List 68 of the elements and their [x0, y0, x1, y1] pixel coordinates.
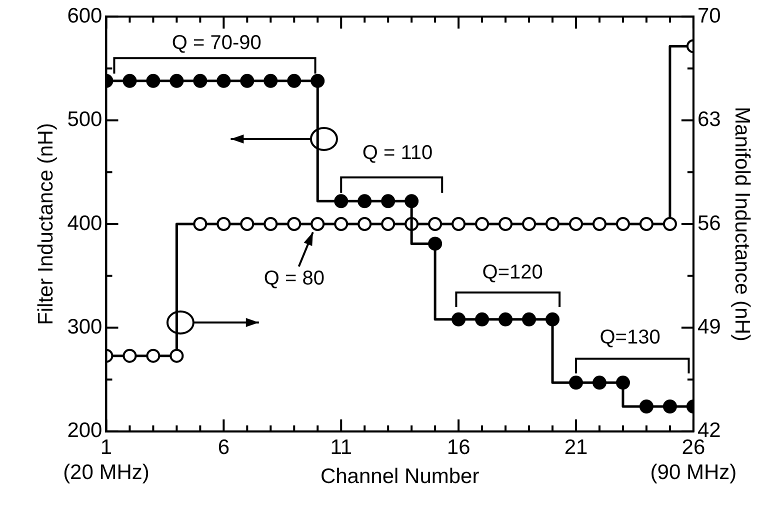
x-tick-label: 21: [564, 436, 588, 459]
x-tick-label: 11: [330, 436, 352, 459]
point: [546, 217, 560, 231]
point: [264, 217, 278, 231]
point: [592, 217, 606, 231]
y2-axis-title: Manifold Inductance (nH): [730, 106, 754, 342]
y-tick-label: 300: [67, 315, 102, 338]
point: [193, 217, 208, 231]
point: [240, 74, 254, 88]
point: [522, 217, 536, 231]
point: [569, 217, 583, 231]
point: [334, 194, 348, 208]
point: [498, 217, 513, 231]
point: [334, 217, 348, 231]
point: [452, 217, 466, 231]
annotation: Q=130: [600, 326, 660, 349]
annotation: Q=120: [482, 261, 543, 284]
point: [216, 217, 231, 231]
point: [475, 312, 490, 326]
point: [662, 217, 677, 231]
point: [216, 74, 231, 88]
point: [616, 217, 630, 231]
point: [193, 74, 208, 88]
point: [310, 74, 325, 88]
y-tick-label: 200: [67, 419, 102, 442]
x-axis-title: Channel Number: [320, 465, 480, 488]
point: [546, 312, 560, 326]
point: [381, 194, 396, 208]
point: [170, 348, 184, 363]
annotation: Q = 80: [264, 267, 324, 290]
point: [287, 217, 302, 231]
point: [310, 217, 325, 231]
point: [264, 74, 278, 88]
point: [240, 217, 254, 231]
x-tick-label: 6: [218, 436, 230, 459]
point: [122, 348, 137, 363]
point: [522, 312, 536, 326]
y-tick-label: 500: [67, 108, 102, 132]
annotation: Q = 110: [362, 142, 433, 164]
y-tick-label: 600: [67, 4, 102, 28]
point: [616, 376, 630, 390]
point: [639, 217, 654, 231]
point: [146, 74, 160, 88]
point: [404, 194, 419, 208]
point: [146, 348, 160, 363]
point: [428, 217, 442, 231]
y2-tick-label: 49: [697, 315, 721, 338]
y2-tick-label: 70: [697, 4, 721, 28]
y2-tick-label: 56: [697, 212, 721, 235]
point: [122, 74, 137, 88]
x-tick-label: 16: [446, 436, 470, 459]
point: [170, 74, 184, 88]
point: [381, 217, 396, 231]
point: [428, 236, 442, 251]
point: [358, 217, 372, 231]
point: [569, 376, 583, 390]
point: [358, 194, 372, 208]
y2-tick-label: 63: [697, 108, 721, 132]
y-tick-label: 400: [67, 212, 102, 235]
point: [287, 74, 302, 88]
y-axis-title: Filter Inductance (nH): [34, 123, 58, 325]
point: [592, 376, 606, 390]
point: [452, 312, 466, 326]
point: [639, 400, 654, 414]
point: [498, 312, 513, 326]
point: [662, 400, 677, 414]
point: [475, 217, 490, 231]
annotation: Q = 70-90: [172, 32, 262, 54]
